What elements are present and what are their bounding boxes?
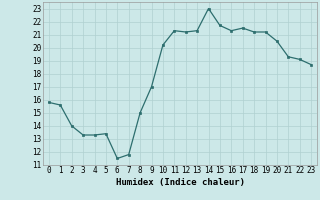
X-axis label: Humidex (Indice chaleur): Humidex (Indice chaleur) [116, 178, 244, 187]
